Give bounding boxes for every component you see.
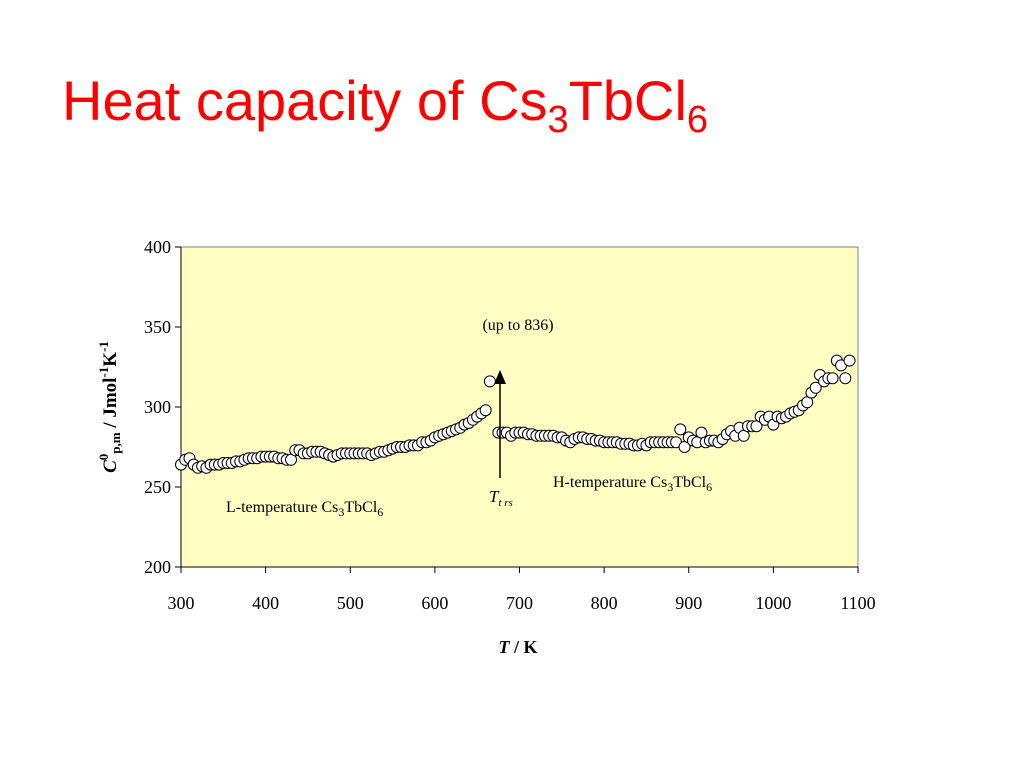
- y-tick-label: 350: [144, 317, 171, 337]
- peak-note: (up to 836): [482, 317, 553, 334]
- label-part: T: [498, 637, 510, 657]
- label-part: L-temperature Cs: [226, 499, 338, 516]
- arrow-head: [494, 370, 506, 384]
- label-subscript: 3: [667, 480, 673, 494]
- label-subscript: t rs: [498, 497, 512, 509]
- data-point: [843, 354, 856, 367]
- x-tick-label: 1100: [840, 593, 875, 613]
- label-superscript: 0: [96, 454, 111, 461]
- high-phase-label: H-temperature Cs3TbCl6: [553, 474, 712, 494]
- label-subscript: 3: [338, 505, 344, 519]
- x-tick-label: 800: [591, 593, 618, 613]
- label-part: / K: [509, 637, 537, 657]
- label-subscript: 6: [706, 480, 712, 494]
- label-subscript: p,m: [108, 432, 123, 453]
- label-part: C: [100, 460, 121, 473]
- y-tick-label: 300: [144, 397, 171, 417]
- title-part: TbCl: [569, 69, 687, 132]
- low-phase-label: L-temperature Cs3TbCl6: [226, 499, 383, 519]
- data-point: [826, 372, 839, 385]
- title-subscript: 6: [687, 99, 708, 141]
- plot: 200 250 300 350 400 300 400 500 600 700 800 900 1000…: [144, 237, 876, 613]
- x-tick-label: 900: [675, 593, 702, 613]
- label-part: H-temperature Cs: [553, 474, 667, 491]
- y-axis-label: C0p,m / Jmol-1K-1: [96, 341, 123, 473]
- x-axis-label: T / K: [498, 637, 537, 657]
- label-part: T: [489, 487, 500, 506]
- label-subscript: 6: [377, 505, 383, 519]
- label-superscript: -1: [96, 367, 111, 378]
- title-subscript: 3: [548, 99, 569, 141]
- y-tick-label: 400: [144, 237, 171, 257]
- y-tick-label: 250: [144, 477, 171, 497]
- slide-title: Heat capacity of Cs3TbCl6: [62, 69, 708, 141]
- plot-background: [180, 246, 859, 568]
- x-tick-label: 400: [252, 593, 279, 613]
- y-tick-label: 200: [144, 557, 171, 577]
- x-tick-label: 700: [506, 593, 533, 613]
- data-point: [479, 404, 492, 417]
- x-tick-label: 300: [168, 593, 195, 613]
- title-part: Heat capacity of Cs: [62, 69, 548, 132]
- x-tick-label: 1000: [755, 593, 791, 613]
- data-point: [674, 423, 687, 436]
- label-part: / Jmol: [100, 378, 121, 433]
- label-superscript: -1: [96, 341, 111, 352]
- transition-label: Tt rs: [489, 487, 513, 509]
- data-point: [809, 381, 822, 394]
- x-tick-label: 500: [337, 593, 364, 613]
- label-part: TbCl: [344, 499, 377, 516]
- x-tick-label: 600: [421, 593, 448, 613]
- label-part: TbCl: [673, 474, 706, 491]
- data-point: [483, 375, 496, 388]
- data-point: [839, 372, 852, 385]
- label-part: K: [100, 352, 121, 367]
